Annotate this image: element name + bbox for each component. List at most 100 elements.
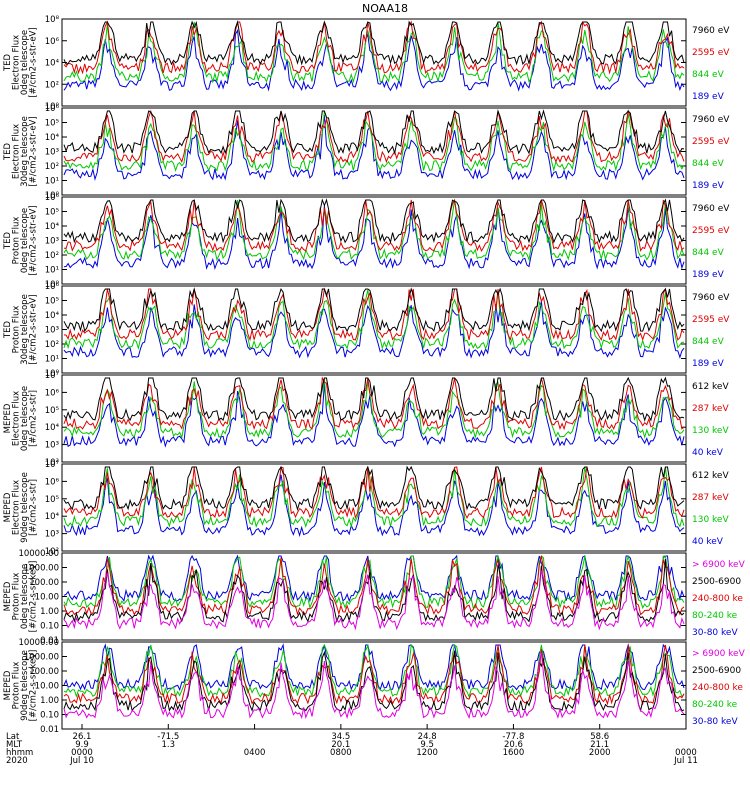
y-axis-label-line: [#/cm2-s-str]	[29, 390, 39, 447]
y-tick-label: 0.10	[40, 622, 59, 632]
series-trace	[63, 198, 685, 253]
x-tick-lat: 24.8	[418, 732, 437, 742]
y-tick-label: 10⁷	[45, 460, 60, 470]
x-tick-mlt: 20.1	[331, 740, 350, 750]
x-tick-time: 0000	[71, 748, 93, 758]
y-axis-label-line: 0deg telescope	[20, 564, 30, 629]
y-tick-label: 10⁵	[45, 297, 59, 307]
y-axis-label-line: 0deg telescope	[20, 208, 30, 273]
series-trace	[63, 376, 685, 431]
y-axis-label-line: [#/cm2-s-str-eV]	[29, 294, 39, 364]
series-trace	[63, 466, 685, 529]
series-trace	[63, 287, 685, 333]
y-tick-label: 10⁷	[45, 371, 60, 381]
y-axis-label-line: [#/cm2-s-str]	[29, 479, 39, 536]
y-axis-label-line: MEPED	[3, 492, 13, 522]
legend-entry: 2500-6900	[692, 666, 741, 676]
series-trace	[63, 109, 685, 155]
y-axis-label-line: TED	[3, 53, 13, 72]
y-tick-label: 10.00	[35, 593, 59, 603]
y-tick-label: 10.00	[35, 682, 59, 692]
x-tick-lat: -71.5	[157, 732, 179, 742]
series-trace	[63, 644, 685, 706]
y-tick-label: 10⁸	[45, 15, 60, 25]
legend-entry: 2595 eV	[692, 315, 730, 325]
x-tick-mlt: 1.3	[162, 740, 176, 750]
y-tick-label: 1.00	[40, 696, 59, 706]
date-end: Jul 11	[673, 756, 698, 766]
y-tick-label: 10⁵	[45, 119, 59, 129]
y-tick-label: 10000.00	[18, 549, 59, 559]
legend-entry: 30-80 keV	[692, 717, 738, 727]
series-trace	[63, 474, 685, 538]
series-trace	[63, 287, 685, 342]
x-tick-time: 1200	[416, 748, 438, 758]
x-tick-time: 1600	[503, 748, 525, 758]
y-tick-label: 10⁶	[45, 193, 60, 203]
y-tick-label: 10²	[45, 80, 59, 90]
series-trace	[63, 643, 685, 692]
legend-entry: 189 eV	[692, 92, 725, 102]
series-trace	[63, 289, 685, 351]
x-tick-lat: 26.1	[73, 732, 92, 742]
y-tick-label: 10¹	[45, 266, 59, 276]
series-trace	[63, 20, 685, 75]
y-axis-label-line: MEPED	[3, 581, 13, 611]
legend-entry: 240-800 ke	[692, 594, 743, 604]
legend-entry: 2500-6900	[692, 577, 741, 587]
legend-entry: 30-80 keV	[692, 628, 738, 638]
y-axis-label-line: Proton Flux	[12, 573, 22, 621]
y-tick-label: 10⁶	[45, 388, 60, 398]
legend-entry: 7960 eV	[692, 293, 730, 303]
y-tick-label: 10⁰	[45, 280, 60, 290]
panel-frame	[61, 552, 687, 641]
legend-entry: 240-800 ke	[692, 683, 743, 693]
y-axis-label-line: 0deg telescope	[20, 30, 30, 95]
x-tick-lat: 34.5	[331, 732, 350, 742]
x-tick-mlt: 9.5	[420, 740, 434, 750]
legend-entry: 844 eV	[692, 248, 725, 258]
y-tick-label: 10⁴	[45, 423, 60, 433]
date-start: Jul 10	[69, 756, 94, 766]
legend-entry: 287 keV	[692, 404, 729, 414]
y-tick-label: 10²	[45, 458, 59, 468]
legend-entry: 189 eV	[692, 181, 725, 191]
legend-entry: 80-240 ke	[692, 700, 738, 710]
y-axis-label-line: 30deg telescope	[20, 294, 30, 365]
y-tick-label: 1.00	[40, 607, 59, 617]
series-trace	[63, 20, 685, 66]
y-tick-label: 10⁴	[45, 222, 60, 232]
legend-entry: 189 eV	[692, 359, 725, 369]
y-tick-label: 10³	[45, 326, 59, 336]
legend-entry: 2595 eV	[692, 137, 730, 147]
y-tick-label: 10⁶	[45, 104, 60, 114]
y-tick-label: 10³	[45, 237, 59, 247]
y-axis-label-line: [#/cm2-s-str-eV]	[29, 205, 39, 275]
panel-7: 0.01 0.10 1.00 10.00 100.00 1000.00 10000.00 ME…	[3, 549, 746, 646]
y-axis-label-line: TED	[3, 231, 13, 250]
legend-entry: 40 keV	[692, 537, 724, 547]
y-tick-label: 10³	[45, 530, 59, 540]
series-trace	[63, 199, 685, 262]
x-tick-mlt: 20.6	[504, 740, 523, 750]
series-trace	[63, 300, 685, 359]
y-axis-label-line: 0deg telescope	[20, 386, 30, 451]
y-axis-label-line: [#/cm2-s-sr-keV]	[29, 650, 39, 722]
y-tick-label: 10²	[45, 547, 59, 557]
y-tick-label: 0.01	[40, 725, 59, 735]
series-trace	[63, 570, 685, 631]
x-tick-time: 0800	[330, 748, 352, 758]
series-trace	[63, 554, 685, 603]
y-tick-label: 10²	[45, 162, 59, 172]
y-axis-label-line: Electron Flux	[12, 480, 22, 535]
y-axis-label-line: [#/cm2-s-str-eV]	[29, 27, 39, 97]
chart-title: NOAA18	[362, 2, 408, 15]
